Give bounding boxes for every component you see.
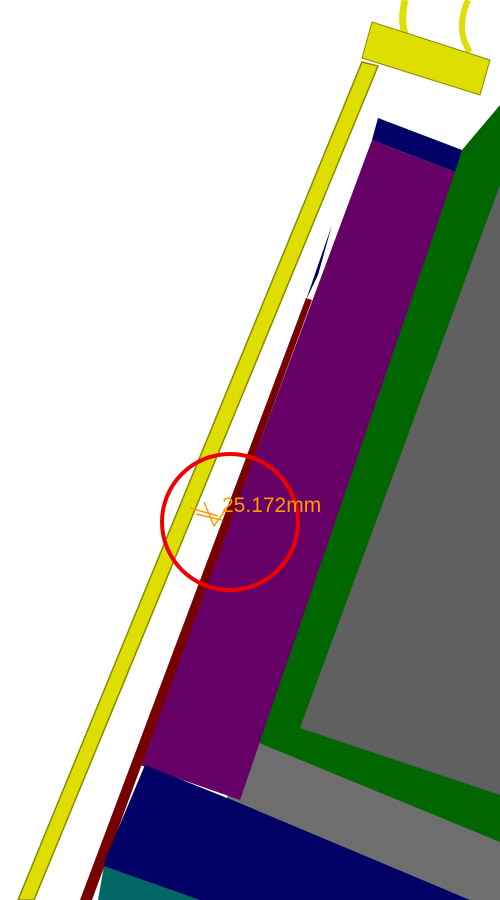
measurement-label: 25.172mm [222, 494, 321, 517]
cad-viewport: 25.172mm [0, 0, 500, 900]
page: {"annotation": {"measurement": "25.172mm… [0, 0, 500, 900]
